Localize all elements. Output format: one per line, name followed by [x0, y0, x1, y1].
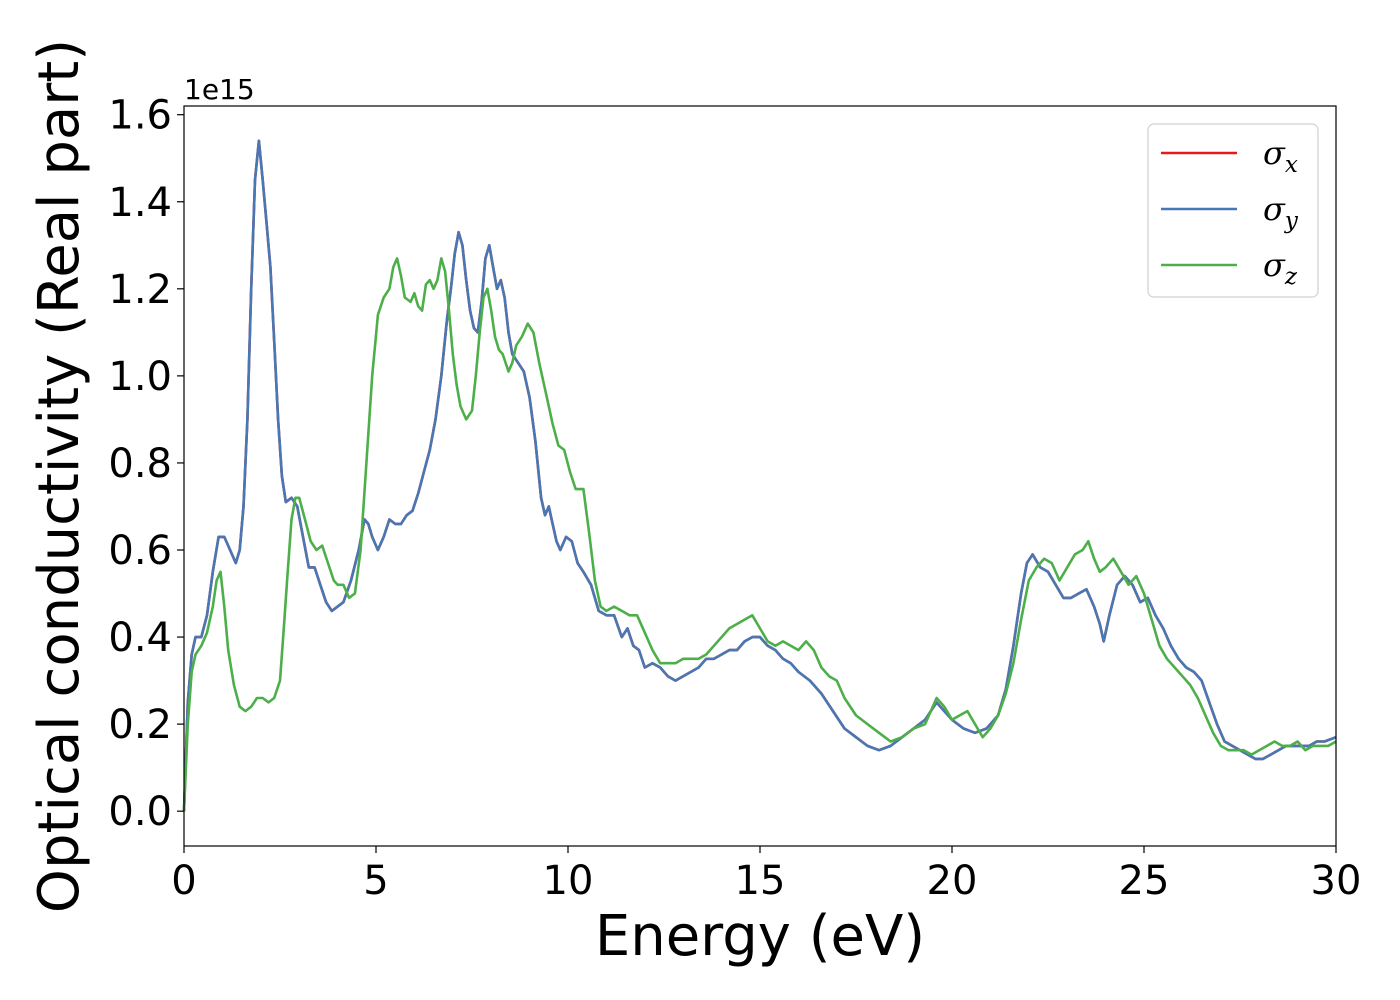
y-tick-label: 1.2	[108, 267, 172, 313]
x-tick-label: 20	[927, 858, 978, 904]
y-tick-label: 0.2	[108, 702, 172, 748]
legend-label-x: σx	[1263, 134, 1298, 178]
y-tick-label: 1.6	[108, 93, 172, 139]
x-tick-label: 0	[171, 858, 196, 904]
x-tick-label: 5	[363, 858, 388, 904]
x-axis-label: Energy (eV)	[595, 904, 925, 969]
y-tick-label: 0.0	[108, 789, 172, 835]
legend-label-y: σy	[1263, 190, 1299, 234]
x-tick-label: 30	[1311, 858, 1362, 904]
plot-background	[184, 106, 1336, 846]
legend: σx σy σz	[1147, 123, 1319, 298]
axis-ticks: 0 5 10 15 20 25 30 0.0 0.2 0.4 0.6 0.8 1.0 1.2 1.4 1.6	[108, 93, 1361, 904]
y-tick-label: 0.8	[108, 441, 172, 487]
plot-frame	[183, 105, 1337, 847]
legend-label-z: σz	[1263, 246, 1298, 290]
y-tick-label: 1.4	[108, 180, 172, 226]
y-tick-label: 1.0	[108, 354, 172, 400]
x-tick-label: 15	[735, 858, 786, 904]
y-offset-label: 1e15	[184, 73, 255, 106]
legend-box	[1147, 123, 1319, 298]
series-line-z	[182, 257, 1337, 812]
x-tick-label: 25	[1119, 858, 1170, 904]
series-line-y	[182, 139, 1337, 812]
series-lines	[182, 139, 1337, 812]
y-tick-label: 0.4	[108, 615, 172, 661]
x-tick-label: 10	[543, 858, 594, 904]
y-tick-label: 0.6	[108, 528, 172, 574]
y-axis-label: Optical conductivity (Real part)	[27, 39, 92, 913]
